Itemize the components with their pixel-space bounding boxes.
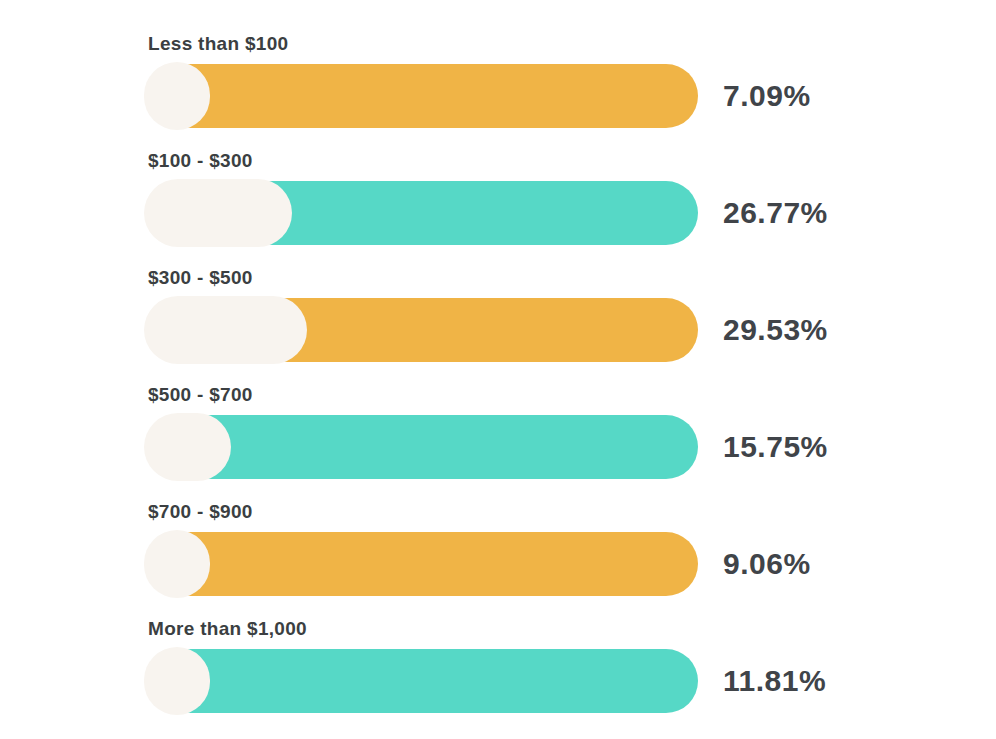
bar-line: 26.77%	[147, 179, 828, 247]
category-label: $300 - $500	[148, 267, 828, 289]
value-label: 15.75%	[723, 430, 828, 464]
bar-line: 11.81%	[147, 647, 828, 715]
category-label: More than $1,000	[148, 618, 828, 640]
value-label: 29.53%	[723, 313, 828, 347]
bar-track	[147, 415, 698, 479]
category-label: $700 - $900	[148, 501, 828, 523]
bar-row-500-700: $500 - $700 15.75%	[147, 384, 828, 481]
bar-line: 9.06%	[147, 530, 828, 598]
value-label: 9.06%	[723, 547, 811, 581]
category-label: Less than $100	[148, 33, 828, 55]
bar-track	[147, 649, 698, 713]
bar-fill-pill	[144, 62, 210, 130]
bar-track	[147, 181, 698, 245]
bar-fill-pill	[144, 647, 210, 715]
bar-fill-pill	[144, 296, 307, 364]
bar-row-300-500: $300 - $500 29.53%	[147, 267, 828, 364]
bar-row-less-than-100: Less than $100 7.09%	[147, 33, 828, 130]
category-label: $500 - $700	[148, 384, 828, 406]
bar-row-100-300: $100 - $300 26.77%	[147, 150, 828, 247]
bar-row-more-than-1000: More than $1,000 11.81%	[147, 618, 828, 715]
spending-range-bar-chart: Less than $100 7.09% $100 - $300 26.77% …	[147, 33, 828, 735]
bar-track	[147, 298, 698, 362]
bar-line: 7.09%	[147, 62, 828, 130]
value-label: 11.81%	[723, 664, 826, 698]
category-label: $100 - $300	[148, 150, 828, 172]
bar-fill-pill	[144, 179, 292, 247]
bar-fill-pill	[144, 413, 231, 481]
bar-track	[147, 532, 698, 596]
value-label: 7.09%	[723, 79, 811, 113]
bar-line: 15.75%	[147, 413, 828, 481]
bar-row-700-900: $700 - $900 9.06%	[147, 501, 828, 598]
bar-fill-pill	[144, 530, 210, 598]
bar-track	[147, 64, 698, 128]
value-label: 26.77%	[723, 196, 828, 230]
bar-line: 29.53%	[147, 296, 828, 364]
